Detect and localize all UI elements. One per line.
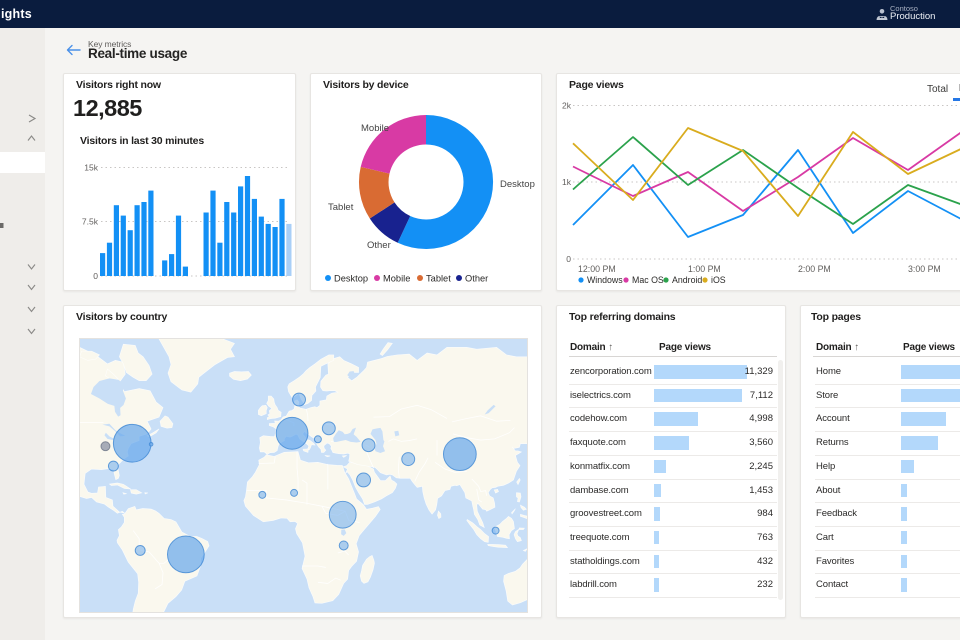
- svg-text:iOS: iOS: [711, 275, 726, 285]
- svg-text:1:00 PM: 1:00 PM: [688, 264, 721, 274]
- svg-text:Desktop: Desktop: [334, 274, 368, 284]
- svg-text:Other: Other: [367, 240, 391, 251]
- svg-text:0: 0: [566, 254, 571, 264]
- svg-text:0: 0: [93, 271, 98, 281]
- svg-text:Tablet: Tablet: [426, 274, 451, 284]
- svg-text:12:00 PM: 12:00 PM: [578, 264, 616, 274]
- svg-text:Mobile: Mobile: [383, 274, 410, 284]
- svg-text:Mobile: Mobile: [361, 123, 389, 134]
- svg-text:15k: 15k: [84, 163, 98, 173]
- svg-text:Tablet: Tablet: [328, 202, 354, 213]
- svg-text:Desktop: Desktop: [500, 179, 535, 190]
- svg-text:2:00 PM: 2:00 PM: [798, 264, 831, 274]
- svg-text:3:00 PM: 3:00 PM: [908, 264, 941, 274]
- svg-text:7.5k: 7.5k: [82, 217, 99, 227]
- svg-text:Mac OS: Mac OS: [632, 275, 664, 285]
- svg-text:Other: Other: [465, 274, 488, 284]
- svg-text:Windows: Windows: [587, 275, 623, 285]
- svg-text:Android: Android: [672, 275, 702, 285]
- svg-text:1k: 1k: [562, 177, 572, 187]
- svg-text:2k: 2k: [562, 101, 572, 111]
